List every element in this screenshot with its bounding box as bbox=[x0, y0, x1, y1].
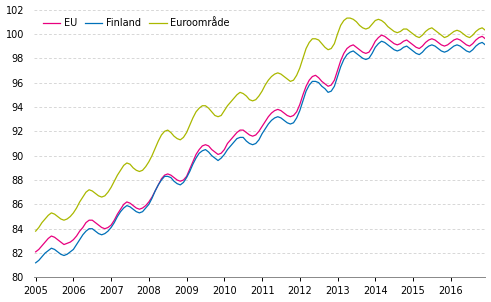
Euroområde bbox=[99, 195, 105, 199]
EU bbox=[354, 46, 359, 49]
Legend: EU, Finland, Euroområde: EU, Finland, Euroområde bbox=[39, 14, 234, 32]
Euroområde bbox=[482, 28, 488, 32]
Finland bbox=[354, 52, 359, 55]
EU bbox=[482, 37, 488, 40]
Line: EU: EU bbox=[36, 35, 485, 252]
Euroområde bbox=[33, 229, 39, 233]
Euroområde bbox=[171, 134, 177, 138]
Euroområde bbox=[64, 217, 70, 221]
Finland bbox=[379, 39, 384, 43]
Line: Euroområde: Euroområde bbox=[36, 18, 485, 231]
Finland bbox=[404, 44, 409, 48]
Finland bbox=[33, 261, 39, 265]
Euroområde bbox=[404, 27, 409, 31]
EU bbox=[171, 176, 177, 179]
EU bbox=[99, 226, 105, 229]
Euroområde bbox=[344, 16, 350, 20]
EU bbox=[33, 250, 39, 254]
Finland bbox=[171, 179, 177, 183]
Finland bbox=[482, 43, 488, 47]
Euroområde bbox=[398, 30, 404, 33]
EU bbox=[379, 33, 384, 37]
Finland bbox=[64, 252, 70, 256]
Line: Finland: Finland bbox=[36, 41, 485, 263]
EU bbox=[398, 42, 404, 46]
Finland bbox=[398, 48, 404, 52]
EU bbox=[404, 38, 409, 42]
Euroområde bbox=[356, 24, 362, 27]
Finland bbox=[99, 233, 105, 236]
EU bbox=[64, 242, 70, 245]
